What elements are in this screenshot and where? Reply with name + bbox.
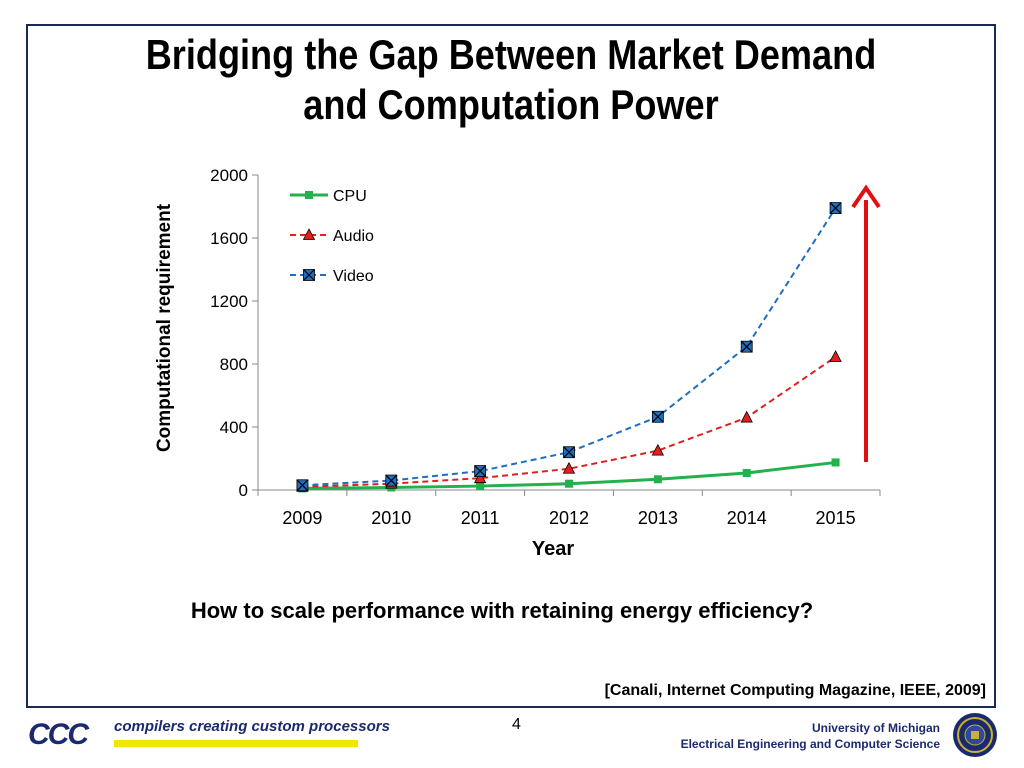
growth-arrow-head	[851, 184, 881, 209]
data-point-video-cross-b	[740, 340, 753, 353]
data-point-video	[740, 340, 753, 353]
x-tick-label: 2010	[371, 508, 411, 528]
university-name: University of Michigan	[811, 721, 940, 735]
data-point-audio	[473, 471, 487, 484]
y-tick-label: 2000	[210, 166, 248, 185]
legend-label-cpu: CPU	[333, 188, 367, 205]
legend-label-audio: Audio	[333, 228, 374, 245]
footer-university: University of Michigan Electrical Engine…	[681, 720, 940, 752]
data-point-video-cross-b	[829, 202, 842, 214]
data-point-video	[296, 479, 309, 492]
data-point-video	[474, 465, 487, 478]
data-point-video	[563, 446, 575, 459]
y-axis-label: Computational requirement	[154, 203, 175, 452]
department-name: Electrical Engineering and Computer Scie…	[680, 737, 940, 751]
data-point-audio	[562, 461, 576, 474]
page-number: 4	[512, 716, 521, 733]
data-point-cpu	[565, 479, 573, 488]
data-point-cpu	[831, 458, 840, 467]
data-point-cpu	[653, 475, 662, 484]
data-point-video-cross-b	[474, 465, 487, 478]
y-tick-label: 1600	[210, 229, 248, 248]
data-point-video	[829, 202, 842, 214]
legend-marker-audio	[302, 228, 316, 240]
legend-marker-video-cross-b	[303, 269, 315, 281]
y-tick-label: 800	[220, 355, 248, 374]
data-point-video-cross-b	[651, 410, 664, 423]
y-tick-label: 0	[239, 481, 248, 500]
data-point-video	[651, 410, 664, 423]
chart-legend: CPU Audio Video	[290, 188, 374, 285]
data-point-audio	[829, 350, 842, 362]
x-tick-label: 2013	[638, 508, 678, 528]
question-text: How to scale performance with retaining …	[190, 598, 814, 623]
slide-frame	[26, 24, 996, 708]
data-point-cpu	[476, 482, 485, 491]
data-point-video	[385, 474, 398, 487]
series-line-video	[302, 207, 837, 487]
data-point-cpu	[742, 468, 751, 477]
chart-series	[296, 202, 842, 493]
footer-yellow-bar	[114, 740, 358, 747]
data-point-audio	[740, 410, 753, 423]
university-seal-icon	[953, 713, 997, 757]
title-line-2: and Computation Power	[303, 81, 719, 128]
data-point-video-cross-b	[563, 446, 575, 459]
legend-label-video: Video	[333, 268, 374, 285]
x-tick-label: 2012	[549, 508, 589, 528]
x-tick-label: 2015	[816, 508, 856, 528]
y-tick-label: 400	[220, 418, 248, 437]
data-point-video-cross-b	[385, 474, 398, 487]
y-tick-label: 1200	[210, 292, 248, 311]
legend-marker-cpu	[305, 191, 313, 199]
title-line-1: Bridging the Gap Between Market Demand	[145, 31, 877, 78]
data-point-video-cross-b	[296, 479, 309, 492]
legend-marker-video	[303, 269, 315, 281]
footer-tagline: compilers creating custom processors	[114, 718, 390, 735]
x-axis-label: Year	[532, 538, 574, 560]
x-tick-label: 2011	[461, 508, 500, 528]
x-tick-label: 2014	[727, 508, 767, 528]
data-point-audio	[651, 443, 665, 456]
chart-axes: 0 400 800 1200 1600 2000 2009 2010 2011 2012 2013 2…	[210, 166, 881, 528]
citation: [Canali, Internet Computing Magazine, IE…	[604, 682, 986, 699]
ccc-logo: CCC	[28, 718, 89, 751]
slide-title: Bridging the Gap Between Market Demand a…	[94, 30, 928, 130]
x-tick-label: 2009	[282, 508, 322, 528]
